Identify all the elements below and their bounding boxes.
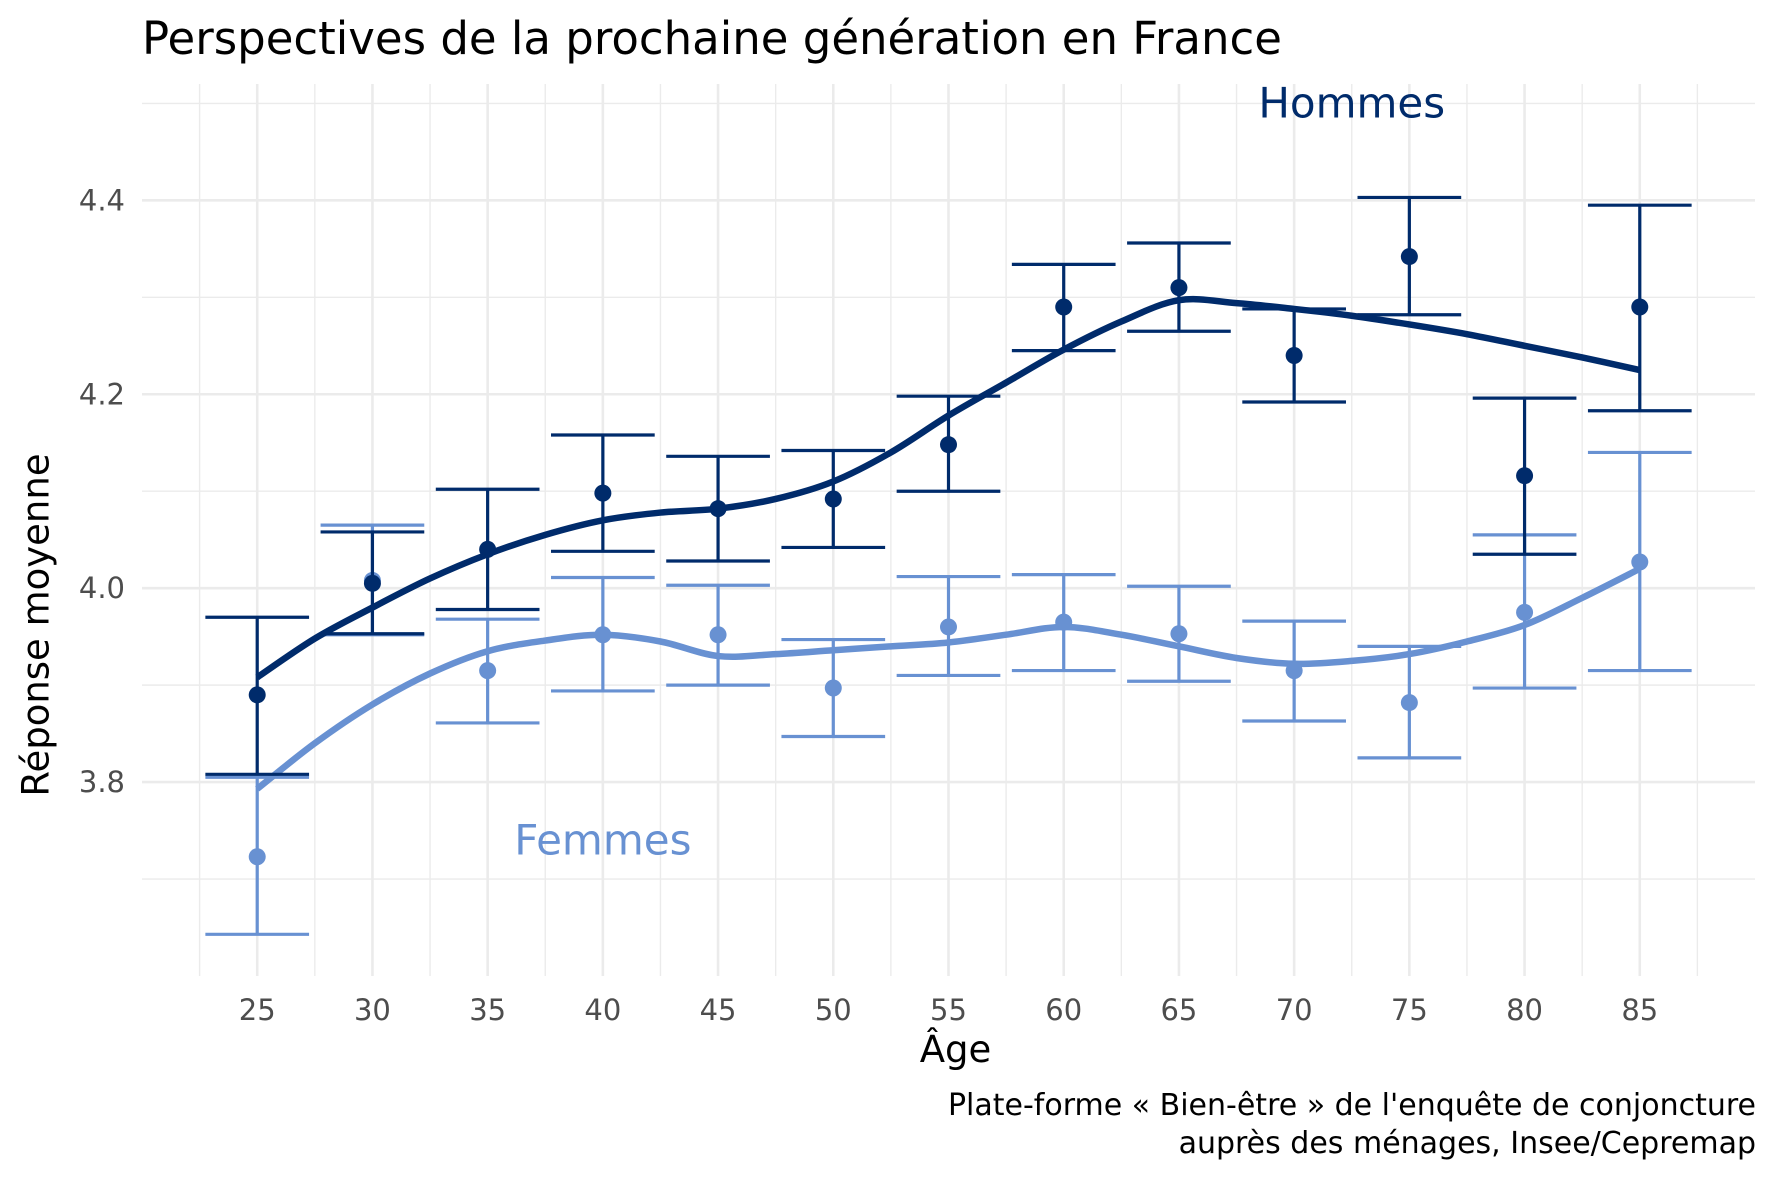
x-tick-label: 70 bbox=[1276, 993, 1313, 1027]
data-point-femmes bbox=[479, 662, 497, 680]
data-point-femmes bbox=[824, 679, 842, 697]
series-label-hommes: Hommes bbox=[1258, 78, 1445, 127]
data-point-hommes bbox=[940, 436, 957, 454]
caption: Plate-forme « Bien-être » de l'enquête d… bbox=[948, 1087, 1756, 1163]
series-labels: Femmes Hommes bbox=[514, 78, 1445, 864]
data-point-femmes bbox=[594, 626, 612, 644]
y-tick-label: 3.8 bbox=[79, 765, 125, 799]
data-point-hommes bbox=[1170, 279, 1188, 297]
caption-line-1: Plate-forme « Bien-être » de l'enquête d… bbox=[947, 1088, 1756, 1123]
x-tick-label: 25 bbox=[239, 993, 276, 1027]
x-tick-label: 80 bbox=[1506, 993, 1543, 1027]
x-tick-label: 35 bbox=[469, 993, 506, 1027]
series-hommes bbox=[205, 195, 1692, 776]
data-point-hommes bbox=[1055, 298, 1073, 316]
x-tick-label: 55 bbox=[930, 993, 967, 1027]
data-point-femmes bbox=[1516, 603, 1534, 621]
x-tick-labels: 25 30 35 40 45 50 55 60 65 70 75 80 85 bbox=[239, 993, 1658, 1027]
y-tick-label: 4.4 bbox=[79, 183, 125, 217]
series-femmes bbox=[205, 450, 1692, 936]
x-tick-label: 85 bbox=[1621, 993, 1658, 1027]
data-point-hommes bbox=[1631, 298, 1649, 316]
chart-title: Perspectives de la prochaine génération … bbox=[142, 12, 1282, 65]
grid-major-lines bbox=[142, 84, 1755, 976]
data-point-hommes bbox=[1516, 467, 1534, 485]
series-layer bbox=[205, 195, 1692, 936]
x-tick-label: 30 bbox=[354, 993, 391, 1027]
data-point-hommes bbox=[479, 540, 497, 558]
data-point-femmes bbox=[248, 848, 266, 866]
x-tick-label: 65 bbox=[1160, 993, 1197, 1027]
data-point-femmes bbox=[709, 626, 727, 644]
caption-line-2: auprès des ménages, Insee/Cepremap bbox=[1178, 1126, 1756, 1161]
x-tick-label: 60 bbox=[1045, 993, 1082, 1027]
series-label-femmes: Femmes bbox=[514, 815, 691, 864]
trend-line-femmes bbox=[255, 565, 1642, 792]
data-point-femmes bbox=[1170, 625, 1188, 643]
data-point-hommes bbox=[824, 490, 842, 508]
x-axis-label: Âge bbox=[919, 1028, 992, 1071]
x-tick-label: 75 bbox=[1391, 993, 1428, 1027]
x-tick-label: 40 bbox=[584, 993, 621, 1027]
x-tick-label: 50 bbox=[815, 993, 852, 1027]
data-point-hommes bbox=[363, 574, 381, 592]
data-point-femmes bbox=[940, 618, 957, 636]
data-point-hommes bbox=[594, 484, 612, 502]
data-point-hommes bbox=[709, 500, 727, 518]
y-tick-labels: 3.8 4.0 4.2 4.4 bbox=[79, 183, 125, 799]
y-tick-label: 4.0 bbox=[79, 571, 125, 605]
data-point-hommes bbox=[1400, 248, 1418, 266]
x-tick-label: 45 bbox=[700, 993, 737, 1027]
y-tick-label: 4.2 bbox=[79, 377, 125, 411]
data-point-hommes bbox=[248, 686, 266, 704]
data-point-femmes bbox=[1055, 613, 1073, 631]
data-point-femmes bbox=[1631, 553, 1649, 571]
data-point-hommes bbox=[1285, 346, 1303, 364]
data-point-femmes bbox=[1285, 662, 1303, 680]
data-point-femmes bbox=[1400, 694, 1418, 712]
y-axis-label: Réponse moyenne bbox=[14, 453, 58, 797]
